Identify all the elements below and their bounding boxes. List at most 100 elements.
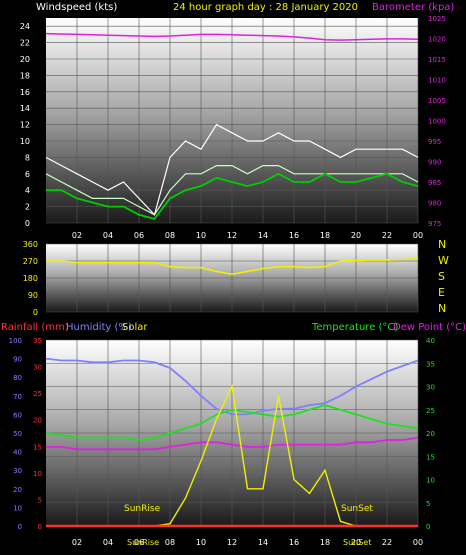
direction-y-tick-label: 270 bbox=[23, 257, 38, 266]
rainfall-legend: Rainfall (mm) bbox=[1, 322, 69, 333]
humidity-y-tick-label: 30 bbox=[13, 467, 22, 475]
temperature-y-tick-label: 15 bbox=[426, 453, 435, 461]
wind-y-tick-label: 12 bbox=[20, 121, 30, 130]
wind-y-tick-label: 22 bbox=[20, 39, 30, 48]
humidity-y-tick-label: 20 bbox=[13, 486, 22, 494]
x-tick-label: 00 bbox=[413, 538, 423, 547]
baro-y-tick-label: 995 bbox=[428, 138, 441, 146]
x-tick-label: 12 bbox=[227, 538, 237, 547]
direction-axes: 0 90 180 270 360 bbox=[23, 240, 38, 317]
rainfall-y-tick-label: 30 bbox=[33, 364, 42, 372]
x-tick-label: 00 bbox=[413, 231, 423, 240]
chart-title: 24 hour graph day : 28 January 2020 bbox=[173, 2, 358, 13]
temperature-y-tick-label: 25 bbox=[426, 407, 435, 415]
humidity-y-tick-label: 70 bbox=[13, 393, 22, 401]
temperature-legend: Temperature (°C) bbox=[311, 322, 398, 333]
temperature-y-tick-label: 40 bbox=[426, 337, 435, 345]
x-tick-label: 16 bbox=[289, 231, 299, 240]
wind-gridlines bbox=[46, 18, 419, 224]
temperature-y-tick-label: 5 bbox=[426, 500, 430, 508]
sunrise-axis-label: SunRise bbox=[127, 538, 159, 547]
dewpoint-series-line bbox=[46, 436, 419, 451]
mean-series-line bbox=[46, 172, 419, 220]
x-tick-label: 06 bbox=[134, 231, 144, 240]
temperature-y-tick-label: 20 bbox=[426, 430, 435, 438]
direction-y-tick-label: 360 bbox=[23, 240, 38, 249]
rainfall-y-tick-label: 25 bbox=[33, 390, 42, 398]
direction-series bbox=[46, 257, 419, 276]
x-tick-label: 20 bbox=[351, 231, 361, 240]
x-tick-label: 08 bbox=[165, 538, 175, 547]
wind-y-tick-label: 18 bbox=[20, 71, 30, 80]
x-tick-label: 16 bbox=[289, 538, 299, 547]
temperature-axes: 0102030405060708090100051015202530350510… bbox=[9, 337, 435, 547]
x-tick-label: 12 bbox=[227, 231, 237, 240]
wind-y-tick-label: 4 bbox=[25, 186, 30, 195]
baro-y-tick-label: 985 bbox=[428, 179, 441, 187]
avg-series-line bbox=[45, 165, 419, 216]
temperature-y-tick-label: 10 bbox=[426, 477, 435, 485]
temperature-y-tick-label: 30 bbox=[426, 384, 435, 392]
wind-y-tick-label: 0 bbox=[25, 219, 30, 228]
x-tick-label: 04 bbox=[103, 538, 113, 547]
barometer-series-line bbox=[45, 32, 419, 41]
x-tick-label: 22 bbox=[382, 231, 392, 240]
compass-letter: E bbox=[438, 286, 445, 299]
x-tick-label: 10 bbox=[196, 231, 206, 240]
direction-y-tick-label: 0 bbox=[33, 308, 38, 317]
humidity-y-tick-label: 90 bbox=[13, 356, 22, 364]
wind-y-tick-label: 16 bbox=[20, 88, 30, 97]
windspeed-axis-title: Windspeed (kts) bbox=[36, 2, 117, 13]
sunset-axis-label: SunSet bbox=[343, 538, 371, 547]
x-tick-label: 10 bbox=[196, 538, 206, 547]
compass-letter: N bbox=[438, 238, 446, 251]
humidity-y-tick-label: 100 bbox=[9, 337, 22, 345]
humidity-y-tick-label: 50 bbox=[13, 430, 22, 438]
humidity-series-line bbox=[45, 357, 419, 416]
sunrise-label: SunRise bbox=[124, 504, 161, 514]
wind-series bbox=[45, 32, 419, 220]
wind-y-tick-label: 14 bbox=[20, 104, 30, 113]
direction-y-tick-label: 180 bbox=[23, 274, 38, 283]
direction-series-line bbox=[46, 257, 419, 276]
wind-y-tick-label: 6 bbox=[25, 170, 30, 179]
rainfall-y-tick-label: 10 bbox=[33, 470, 42, 478]
x-tick-label: 04 bbox=[103, 231, 113, 240]
humidity-y-tick-label: 10 bbox=[13, 504, 22, 512]
humidity-y-tick-label: 40 bbox=[13, 449, 22, 457]
dewpoint-legend: Dew Point (°C) bbox=[393, 322, 466, 333]
temperature-y-tick-label: 0 bbox=[426, 523, 430, 531]
wind-y-tick-label: 20 bbox=[20, 55, 30, 64]
humidity-y-tick-label: 60 bbox=[13, 411, 22, 419]
baro-y-tick-label: 1020 bbox=[428, 36, 446, 44]
x-tick-label: 02 bbox=[72, 231, 82, 240]
compass-letter: S bbox=[438, 270, 445, 283]
baro-y-tick-label: 975 bbox=[428, 220, 441, 228]
rainfall-y-tick-label: 15 bbox=[33, 443, 42, 451]
wind-axes: 0246810121416182022249759809859909951000… bbox=[20, 15, 446, 240]
barometer-axis-title: Barometer (kpa) bbox=[372, 2, 454, 13]
x-tick-label: 14 bbox=[258, 538, 268, 547]
wind-y-tick-label: 24 bbox=[20, 22, 30, 31]
baro-y-tick-label: 1000 bbox=[428, 118, 446, 126]
x-tick-label: 02 bbox=[72, 538, 82, 547]
x-tick-label: 22 bbox=[382, 538, 392, 547]
wind-y-tick-label: 2 bbox=[25, 203, 30, 212]
temperature-y-tick-label: 35 bbox=[426, 360, 435, 368]
direction-gridlines bbox=[46, 243, 419, 313]
baro-y-tick-label: 990 bbox=[428, 159, 441, 167]
humidity-y-tick-label: 80 bbox=[13, 374, 22, 382]
rainfall-y-tick-label: 5 bbox=[38, 496, 42, 504]
humidity-legend: Humidity (%) bbox=[66, 322, 132, 333]
x-tick-label: 18 bbox=[320, 538, 330, 547]
x-tick-label: 14 bbox=[258, 231, 268, 240]
direction-y-tick-label: 90 bbox=[28, 291, 38, 300]
compass-letter: W bbox=[438, 254, 449, 267]
x-tick-label: 18 bbox=[320, 231, 330, 240]
sunset-label: SunSet bbox=[341, 504, 373, 514]
baro-y-tick-label: 1010 bbox=[428, 77, 446, 85]
baro-y-tick-label: 980 bbox=[428, 200, 441, 208]
temperature-series-line bbox=[45, 404, 419, 441]
